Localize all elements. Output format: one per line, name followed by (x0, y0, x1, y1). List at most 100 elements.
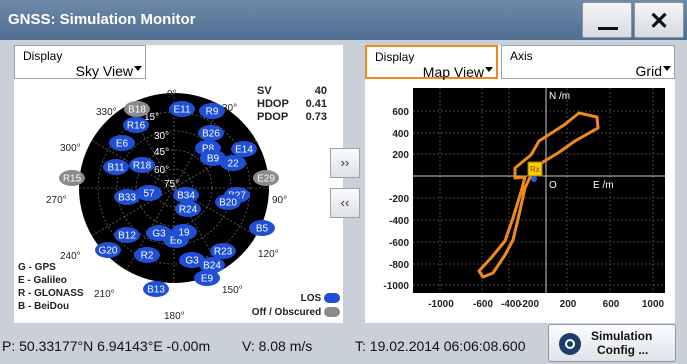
status-legend: LOS Off / Obscured (244, 292, 340, 320)
satellite-label: E9 (201, 274, 214, 285)
satellite-badge (95, 242, 121, 258)
satellite-B33: B33 (114, 189, 140, 205)
satellite-label: B20 (219, 198, 237, 209)
x-tick: 0 (544, 299, 550, 310)
time-readout: T: 19.02.2014 06:06:08.600 (355, 338, 526, 354)
velocity-readout: V: 8.08 m/s (242, 338, 313, 354)
satellite-B5: B5 (249, 220, 275, 236)
satellite-label: R9 (206, 107, 219, 118)
legend-gps: G - GPS (18, 262, 56, 273)
satellite-label: E14 (235, 145, 253, 156)
angle-90-label: 90° (272, 195, 287, 206)
expand-left-button[interactable]: ‹‹ (330, 188, 360, 218)
satellite-label: B5 (256, 224, 269, 235)
satellite-19: 19 (171, 224, 197, 240)
x-tick: -400 (501, 299, 521, 310)
satellite-R15: R15 (59, 170, 85, 186)
origin-label: O (549, 180, 557, 191)
satellite-E14: E14 (231, 141, 257, 157)
satellite-label: R24 (179, 205, 198, 216)
satellite-B24: B24 (199, 257, 225, 273)
satellite-label: G3 (152, 229, 166, 240)
satellite-E29: E29 (253, 170, 279, 186)
chevron-down-icon (485, 67, 493, 72)
satellite-badge (194, 270, 220, 286)
position-readout: P: 50.33177°N 6.94143°E -0.00m (2, 338, 211, 354)
satellite-E6: E6 (109, 135, 135, 151)
angle-270-label: 270° (46, 195, 67, 206)
elev-75-label: 75° (164, 179, 179, 190)
axis-dropdown[interactable]: Axis Grid (501, 45, 675, 79)
sv-label: SV (257, 85, 272, 97)
satellite-B20: B20 (215, 194, 241, 210)
satellite-badge (124, 101, 150, 117)
satellite-22: 22 (220, 155, 246, 171)
satellite-label: B11 (107, 163, 124, 174)
satellite-badge (199, 103, 225, 119)
system-legend: G - GPS E - Galileo R - GLONASS B - BeiD… (18, 261, 84, 313)
legend-galileo: E - Galileo (18, 275, 67, 286)
y-tick: -800 (389, 260, 409, 271)
y-tick: -1000 (383, 281, 409, 292)
title-bar: GNSS: Simulation Monitor ✕ (0, 0, 687, 40)
angle-120-label: 120° (258, 249, 279, 260)
satellite-label: E8 (170, 236, 183, 247)
satellite-badge (215, 194, 241, 210)
satellite-badge (109, 135, 135, 151)
legend-off-label: Off / Obscured (251, 307, 322, 318)
satellite-badge (220, 155, 246, 171)
satellite-badge (171, 224, 197, 240)
satellite-badge (136, 185, 162, 201)
los-swatch-icon (324, 293, 340, 304)
satellite-R2: R2 (134, 247, 160, 263)
display-dropdown-left[interactable]: Display Sky View (14, 45, 146, 79)
chevron-down-icon (134, 66, 142, 71)
display-label: Display (375, 50, 415, 64)
angle-240-label: 240° (60, 251, 81, 262)
satellite-label: R18 (133, 161, 152, 172)
satellite-R16: R16 (123, 117, 149, 133)
satellite-label: E11 (173, 105, 190, 116)
elev-15-label: 15° (144, 112, 159, 123)
satellite-E9: E9 (194, 270, 220, 286)
satellite-label: G20 (99, 246, 118, 257)
satellite-badge (249, 220, 275, 236)
y-tick: 600 (392, 107, 409, 118)
minimize-button[interactable] (582, 2, 632, 38)
satellite-label: B13 (147, 285, 165, 296)
angle-150-label: 150° (222, 285, 243, 296)
satellite-badge (114, 227, 140, 243)
angle-330-label: 330° (96, 107, 117, 118)
satellite-badge (143, 281, 169, 297)
display-label: Display (23, 49, 63, 63)
angle-180-label: 180° (164, 311, 185, 322)
y-tick: 400 (392, 129, 409, 140)
satellite-label: 57 (143, 189, 155, 200)
satellite-badge (253, 170, 279, 186)
satellite-label: G3 (185, 256, 199, 267)
satellite-B9: B9 (200, 150, 226, 166)
receiver-label: Rx (530, 165, 540, 174)
satellite-label: B33 (118, 193, 136, 204)
elev-60-label: 60° (154, 165, 169, 176)
satellite-B11: B11 (103, 159, 129, 175)
satellite-badge (169, 101, 195, 117)
display-value: Map View (422, 64, 484, 80)
satellite-E11: E11 (169, 101, 195, 117)
expand-right-button[interactable]: ›› (330, 148, 360, 178)
satellite-label: E29 (257, 174, 275, 185)
display-dropdown-right[interactable]: Display Map View (365, 45, 498, 80)
chevron-down-icon (663, 66, 671, 71)
simulation-config-button[interactable]: Simulation Config ... (548, 324, 676, 362)
satellite-badge (200, 150, 226, 166)
north-axis-label: N /m (549, 91, 570, 102)
axis-value: Grid (635, 63, 662, 79)
satellite-badge (114, 189, 140, 205)
map-canvas (413, 88, 665, 293)
sky-view-panel: Display Sky View 15° 30° 45° 60° 75° 0° … (14, 45, 343, 323)
close-button[interactable]: ✕ (634, 2, 684, 38)
satellite-badge (210, 243, 236, 259)
satellite-B12: B12 (114, 227, 140, 243)
angle-0-label: 0° (167, 89, 177, 100)
legend-glonass: R - GLONASS (18, 288, 84, 299)
